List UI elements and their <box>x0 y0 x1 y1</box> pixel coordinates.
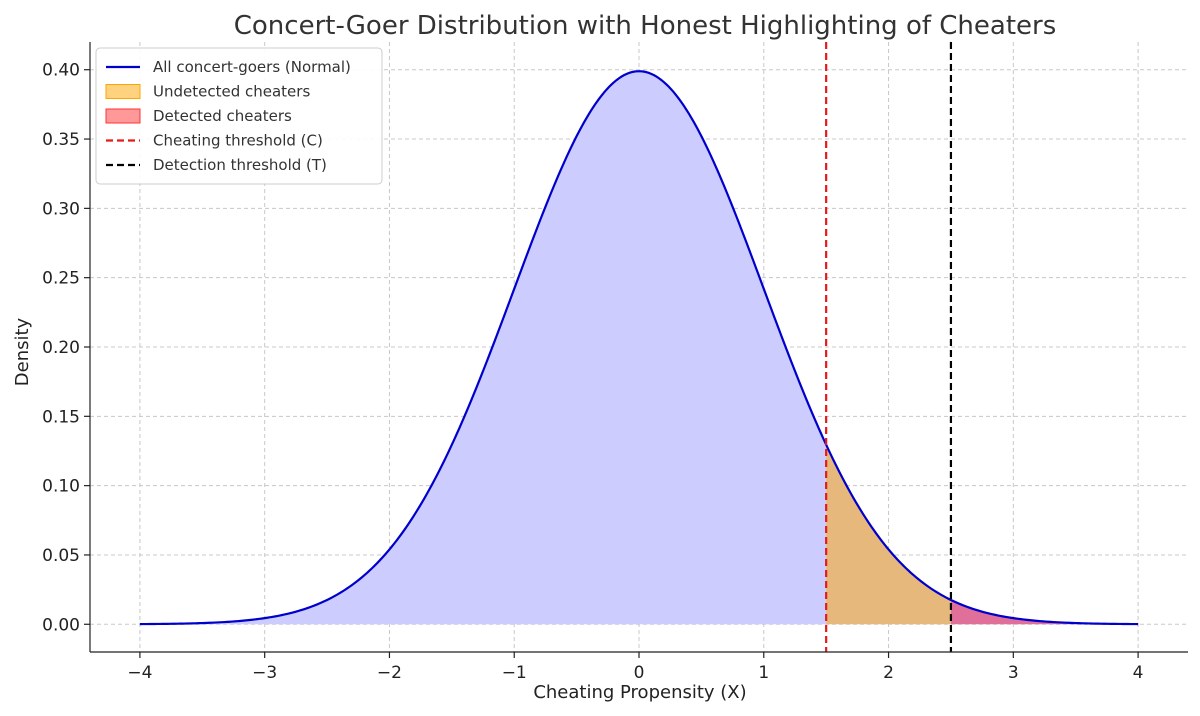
legend-label: Undetected cheaters <box>153 83 310 101</box>
y-tick-label: 0.30 <box>42 199 80 219</box>
y-tick-label: 0.20 <box>42 338 80 358</box>
normal-curve <box>139 70 1139 626</box>
legend-label: Detection threshold (T) <box>153 156 327 174</box>
x-tick-label: 3 <box>1008 663 1019 683</box>
y-tick-label: 0.00 <box>42 615 80 635</box>
x-axis-label: Cheating Propensity (X) <box>533 682 746 703</box>
area-undetected-cheaters <box>826 444 951 625</box>
legend-label: All concert-goers (Normal) <box>153 58 351 76</box>
x-ticks: −4 −3 −2 −1 0 1 2 3 4 <box>127 652 1144 683</box>
y-tick-label: 0.35 <box>42 130 80 150</box>
x-tick-label: 0 <box>634 663 645 683</box>
areas <box>139 71 1139 625</box>
y-tick-label: 0.10 <box>42 477 80 497</box>
legend-swatch-area <box>105 84 141 99</box>
y-ticks: 0.00 0.05 0.10 0.15 0.20 0.25 0.30 0.35 0.40 <box>42 61 90 635</box>
legend-box <box>95 47 383 185</box>
chart-title: Concert-Goer Distribution with Honest Hi… <box>234 11 1057 41</box>
thresholds <box>825 42 953 652</box>
area-detected-cheaters <box>950 599 1139 625</box>
x-tick-label: 1 <box>758 663 769 683</box>
legend-swatch-area <box>105 108 141 124</box>
curve-layer <box>139 70 1139 626</box>
x-tick-label: 4 <box>1133 663 1144 683</box>
x-tick-label: −4 <box>127 663 152 683</box>
x-tick-label: −3 <box>252 663 277 683</box>
x-tick-label: −2 <box>377 663 402 683</box>
legend-label: Cheating threshold (C) <box>153 132 323 150</box>
y-tick-label: 0.40 <box>42 61 80 81</box>
y-axis-label: Density <box>12 317 33 386</box>
legend: All concert-goers (Normal) Undetected che… <box>95 47 383 185</box>
y-tick-label: 0.25 <box>42 269 80 289</box>
legend-label: Detected cheaters <box>153 107 292 125</box>
x-tick-label: −1 <box>502 663 527 683</box>
y-tick-label: 0.15 <box>42 407 80 427</box>
x-tick-label: 2 <box>883 663 894 683</box>
y-tick-label: 0.05 <box>42 546 80 566</box>
area-honest <box>139 71 827 625</box>
